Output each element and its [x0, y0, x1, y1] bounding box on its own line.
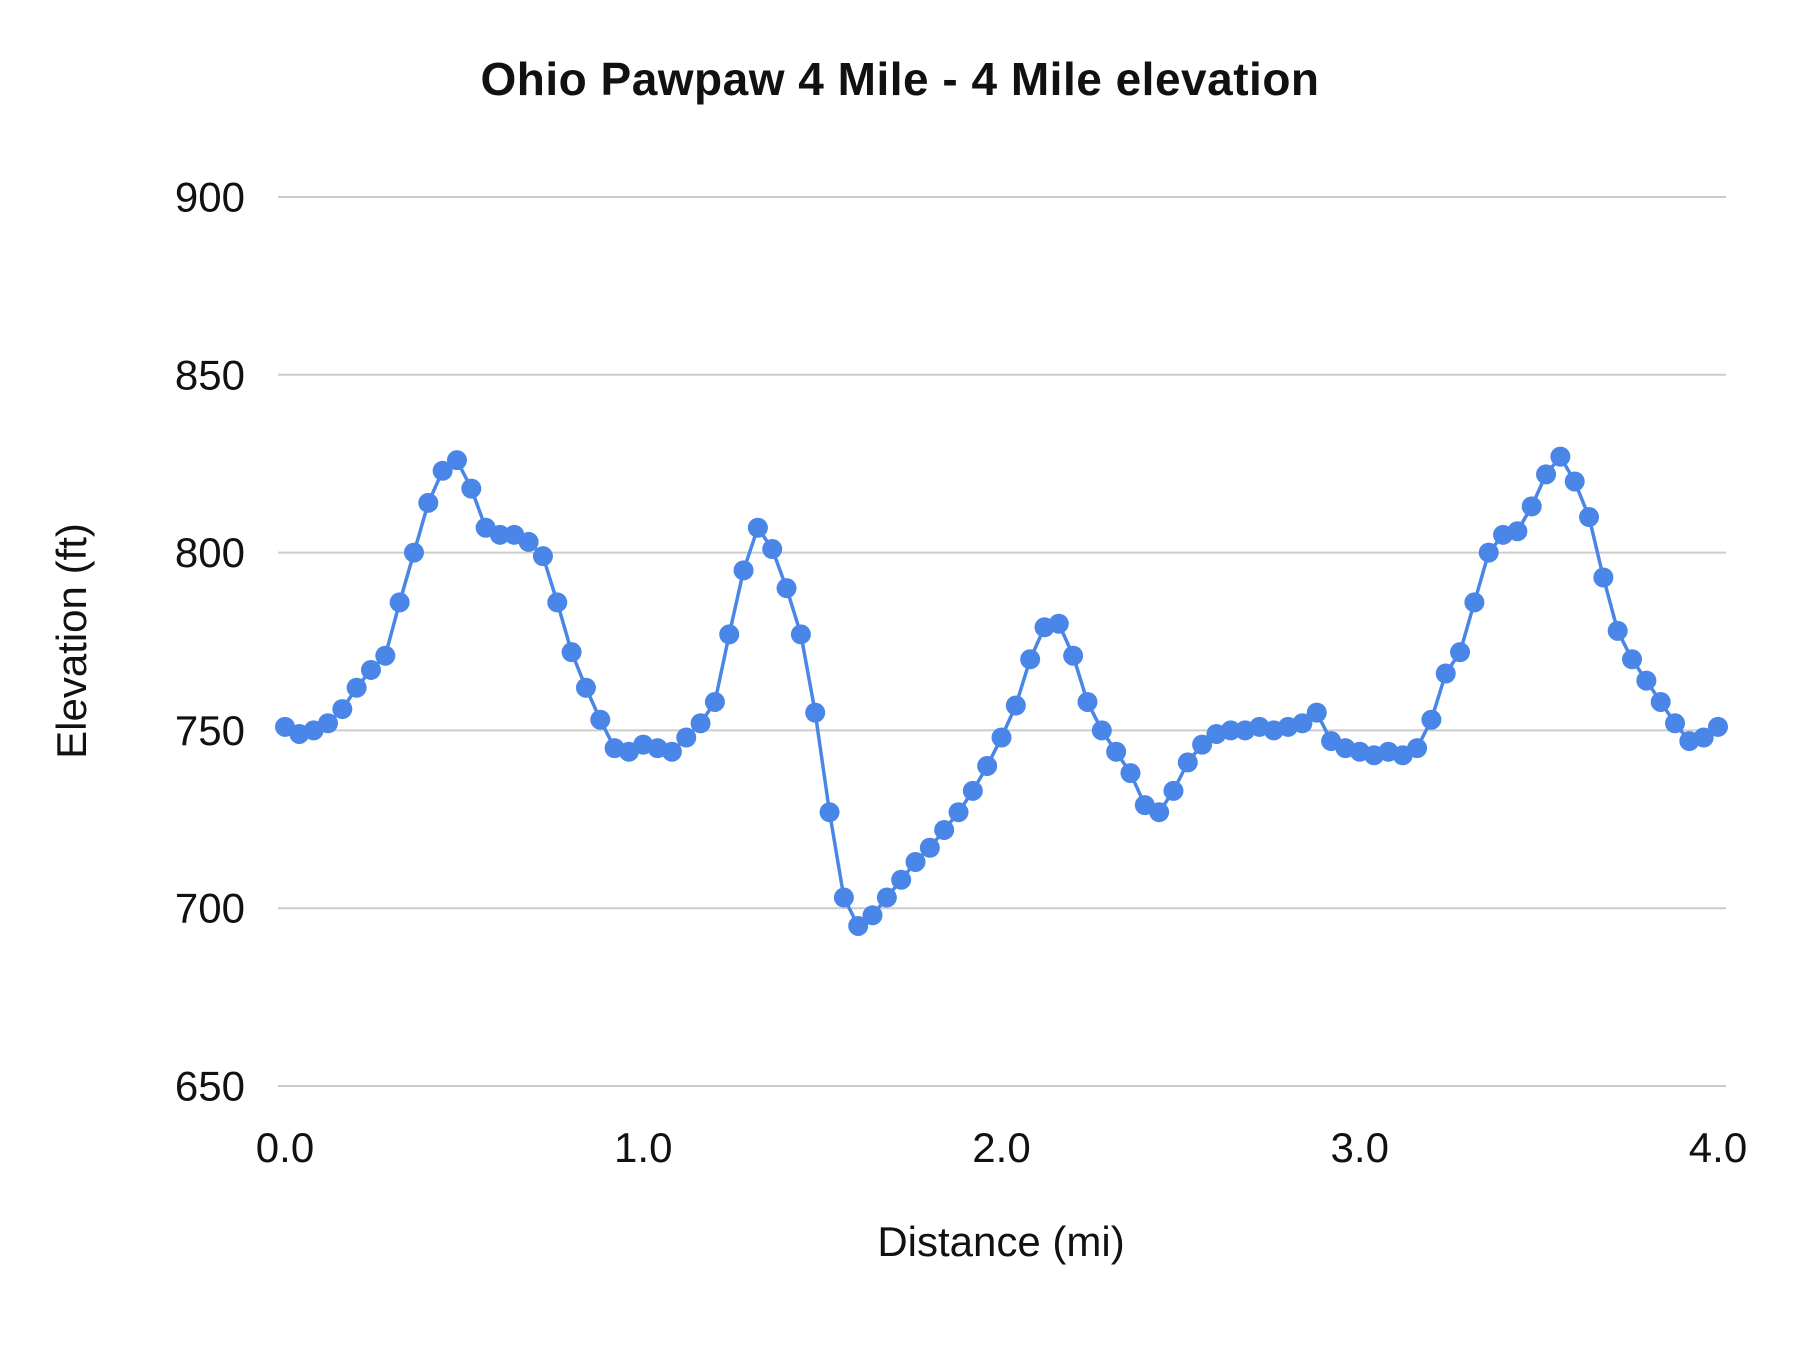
data-point-marker: [776, 578, 797, 599]
y-tick-label: 850: [175, 351, 245, 398]
x-tick-label: 4.0: [1689, 1124, 1747, 1171]
data-point-marker: [461, 478, 482, 499]
data-point-marker: [848, 915, 869, 936]
data-point-marker: [1292, 713, 1313, 734]
data-point-marker: [977, 755, 998, 776]
data-point-marker: [991, 727, 1012, 748]
data-point-marker: [1464, 592, 1485, 613]
data-point-marker: [905, 851, 926, 872]
y-tick-label: 750: [175, 707, 245, 754]
data-point-marker: [747, 517, 768, 538]
x-tick-label: 1.0: [614, 1124, 672, 1171]
x-tick-label: 2.0: [972, 1124, 1030, 1171]
data-point-marker: [676, 727, 697, 748]
data-point-marker: [446, 450, 467, 471]
data-point-marker: [876, 887, 897, 908]
data-point-marker: [346, 677, 367, 698]
data-point-marker: [962, 780, 983, 801]
data-point-marker: [891, 869, 912, 890]
data-point-marker: [1005, 695, 1026, 716]
data-point-marker: [1421, 709, 1442, 730]
data-point-marker: [547, 592, 568, 613]
data-point-marker: [1177, 752, 1198, 773]
data-point-marker: [805, 702, 826, 723]
data-point-marker: [862, 905, 883, 926]
data-point-marker: [1048, 613, 1069, 634]
data-point-marker: [575, 677, 596, 698]
data-point-marker: [332, 699, 353, 720]
data-point-marker: [360, 659, 381, 680]
data-point-marker: [1507, 521, 1528, 542]
data-point-marker: [432, 460, 453, 481]
data-point-marker: [1220, 720, 1241, 741]
y-tick-label: 800: [175, 529, 245, 576]
data-point-marker: [375, 645, 396, 666]
data-point-marker: [1163, 780, 1184, 801]
data-point-marker: [1306, 702, 1327, 723]
data-point-marker: [948, 802, 969, 823]
data-point-marker: [833, 887, 854, 908]
data-point-marker: [489, 524, 510, 545]
data-point-marker: [790, 624, 811, 645]
data-point-marker: [1550, 446, 1571, 467]
data-point-marker: [1478, 542, 1499, 563]
data-point-marker: [661, 741, 682, 762]
data-point-marker: [418, 492, 439, 513]
data-point-marker: [532, 546, 553, 567]
y-tick-label: 900: [175, 174, 245, 221]
data-point-marker: [1149, 802, 1170, 823]
data-point-marker: [690, 713, 711, 734]
data-point-marker: [317, 713, 338, 734]
data-point-marker: [919, 837, 940, 858]
data-point-marker: [1120, 763, 1141, 784]
data-point-marker: [704, 691, 725, 712]
data-point-marker: [1593, 567, 1614, 588]
data-point-marker: [1665, 713, 1686, 734]
x-axis-title: Distance (mi): [877, 1218, 1125, 1265]
data-point-marker: [719, 624, 740, 645]
data-point-marker: [1636, 670, 1657, 691]
data-point-marker: [1521, 496, 1542, 517]
data-point-marker: [389, 592, 410, 613]
data-point-marker: [1564, 471, 1585, 492]
data-point-marker: [1091, 720, 1112, 741]
data-point-marker: [1192, 734, 1213, 755]
data-point-marker: [1407, 738, 1428, 759]
data-point-marker: [561, 642, 582, 663]
data-point-marker: [1077, 691, 1098, 712]
data-point-marker: [1607, 620, 1628, 641]
data-point-marker: [590, 709, 611, 730]
y-tick-label: 650: [175, 1063, 245, 1110]
data-point-marker: [1650, 691, 1671, 712]
y-tick-label: 700: [175, 885, 245, 932]
data-point-marker: [403, 542, 424, 563]
data-point-marker: [1536, 464, 1557, 485]
data-point-marker: [1450, 642, 1471, 663]
data-point-marker: [1693, 727, 1714, 748]
data-point-marker: [1622, 649, 1643, 670]
x-tick-label: 0.0: [256, 1124, 314, 1171]
x-tick-label: 3.0: [1331, 1124, 1389, 1171]
data-point-marker: [1063, 645, 1084, 666]
data-point-marker: [518, 531, 539, 552]
data-point-marker: [819, 802, 840, 823]
chart-title: Ohio Pawpaw 4 Mile - 4 Mile elevation: [480, 53, 1320, 105]
data-point-marker: [1435, 663, 1456, 684]
data-point-marker: [762, 539, 783, 560]
data-point-marker: [1579, 507, 1600, 528]
data-point-marker: [733, 560, 754, 581]
data-point-marker: [934, 819, 955, 840]
data-point-marker: [1708, 716, 1728, 737]
data-point-marker: [1106, 741, 1127, 762]
data-point-marker: [1020, 649, 1041, 670]
